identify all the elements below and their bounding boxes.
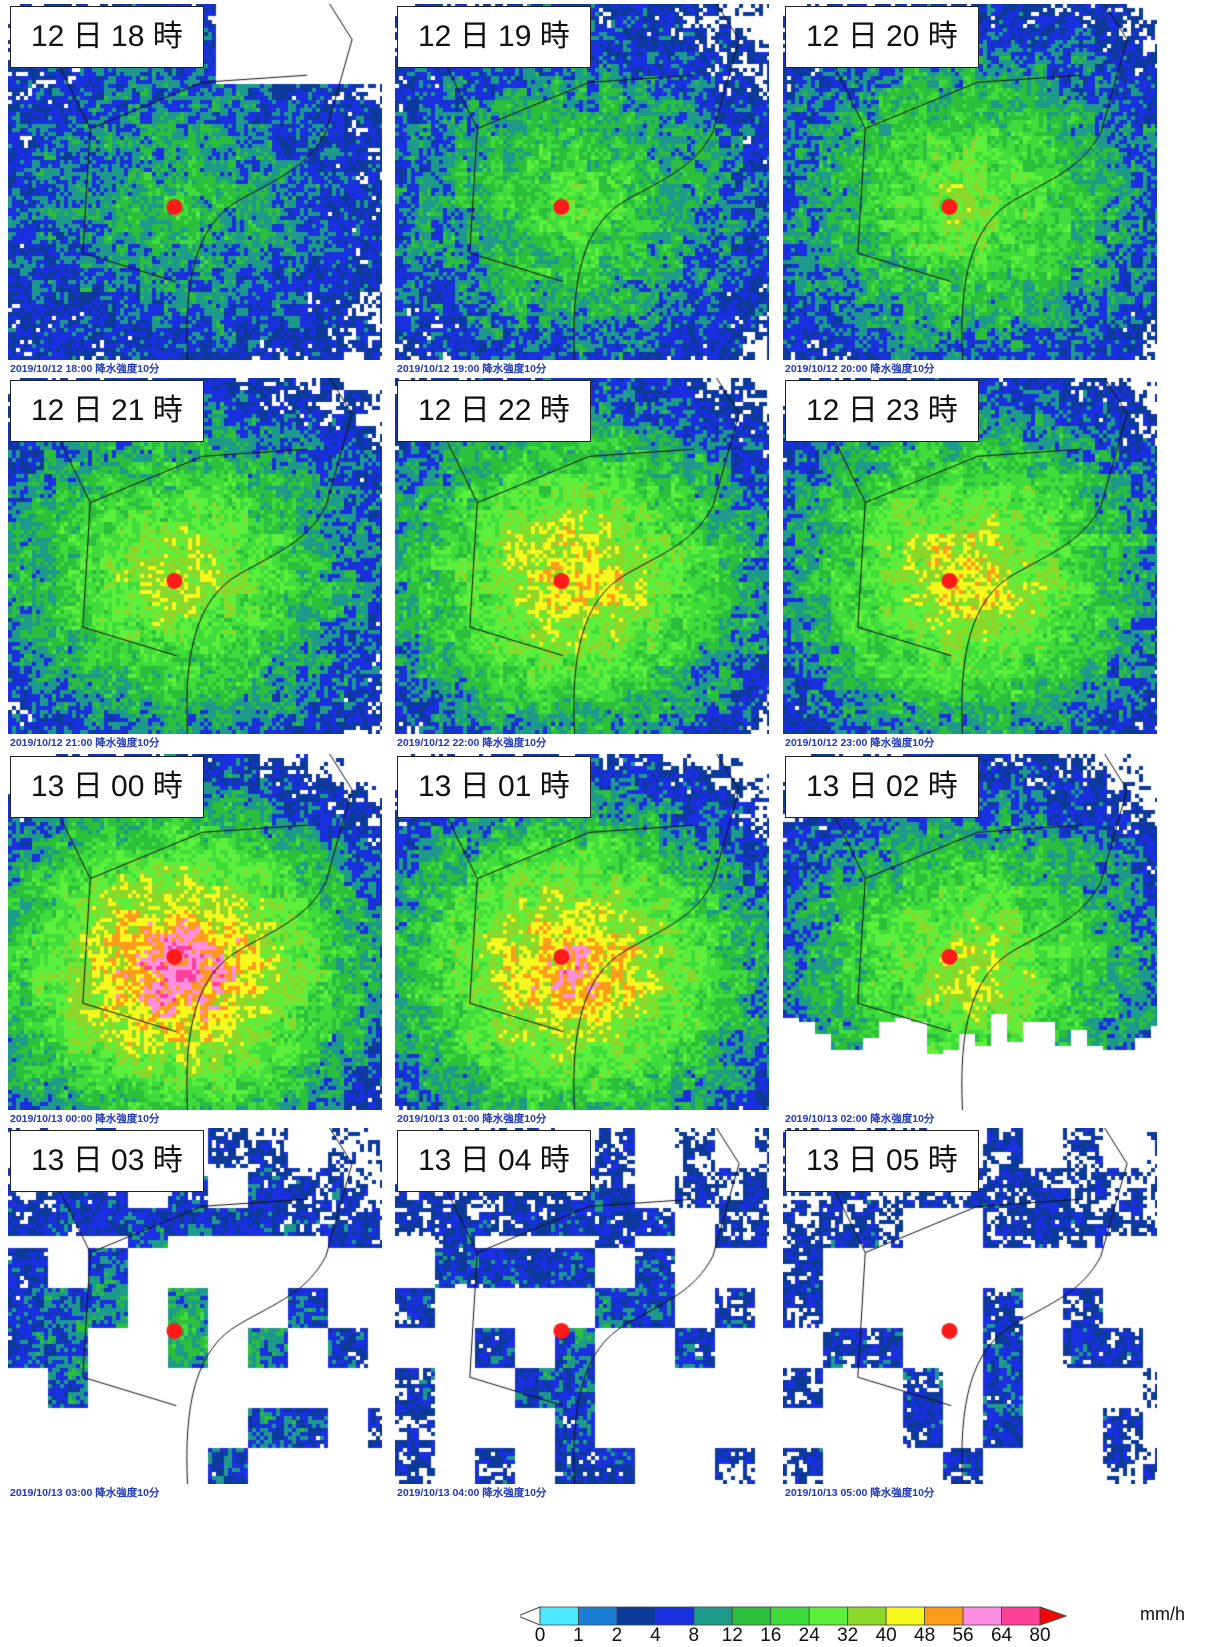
legend-tick-label: 24 [798, 1625, 820, 1646]
panel-caption: 2019/10/13 04:00 降水強度10分 [397, 1487, 547, 1499]
radar-panel: 12 日 20 時 2019/10/12 20:00 降水強度10分 [783, 4, 1157, 377]
legend-tick-label: 64 [990, 1625, 1013, 1646]
panel-caption: 2019/10/12 19:00 降水強度10分 [397, 363, 547, 375]
panel-caption: 2019/10/13 03:00 降水強度10分 [10, 1487, 160, 1499]
panel-time-label: 13 日 04 時 [397, 1130, 591, 1192]
radar-panel: 13 日 03 時 2019/10/13 03:00 降水強度10分 [8, 1128, 382, 1501]
legend-swatch [770, 1606, 810, 1626]
legend-swatch [578, 1606, 618, 1626]
radar-map: 13 日 05 時 [783, 1128, 1157, 1484]
radar-map: 12 日 21 時 [8, 378, 382, 734]
radar-panel: 13 日 01 時 2019/10/13 01:00 降水強度10分 [395, 754, 769, 1127]
radar-panel: 12 日 19 時 2019/10/12 19:00 降水強度10分 [395, 4, 769, 377]
panel-caption: 2019/10/13 00:00 降水強度10分 [10, 1113, 160, 1125]
legend-above-arrow [1039, 1606, 1068, 1626]
radar-panel: 13 日 05 時 2019/10/13 05:00 降水強度10分 [783, 1128, 1157, 1501]
radar-panel: 13 日 00 時 2019/10/13 00:00 降水強度10分 [8, 754, 382, 1127]
panel-time-label: 13 日 05 時 [785, 1130, 979, 1192]
radar-panel: 12 日 23 時 2019/10/12 23:00 降水強度10分 [783, 378, 1157, 751]
radar-map: 13 日 01 時 [395, 754, 769, 1110]
legend-tick-label: 80 [1029, 1625, 1051, 1646]
radar-map: 12 日 18 時 [8, 4, 382, 360]
panel-time-label: 12 日 20 時 [785, 6, 979, 68]
radar-map: 12 日 19 時 [395, 4, 769, 360]
radar-panel: 12 日 22 時 2019/10/12 22:00 降水強度10分 [395, 378, 769, 751]
legend-tick-label: 8 [688, 1625, 700, 1646]
legend-tick-label: 56 [952, 1625, 974, 1646]
legend-swatch [847, 1606, 887, 1626]
radar-map: 12 日 22 時 [395, 378, 769, 734]
panel-time-label: 12 日 19 時 [397, 6, 591, 68]
legend-below-arrow [520, 1606, 541, 1626]
radar-map: 13 日 03 時 [8, 1128, 382, 1484]
panel-time-label: 13 日 01 時 [397, 756, 591, 818]
legend-tick-label: 40 [875, 1625, 897, 1646]
panel-caption: 2019/10/12 23:00 降水強度10分 [785, 737, 935, 749]
legend-tick-label: 0 [534, 1625, 546, 1646]
panel-time-label: 13 日 02 時 [785, 756, 979, 818]
legend-tick-label: 16 [760, 1625, 782, 1646]
legend-swatch [924, 1606, 964, 1626]
panel-time-label: 12 日 18 時 [10, 6, 204, 68]
legend-swatch [693, 1606, 733, 1626]
radar-map: 12 日 20 時 [783, 4, 1157, 360]
panel-caption: 2019/10/13 02:00 降水強度10分 [785, 1113, 935, 1125]
panel-time-label: 12 日 21 時 [10, 380, 204, 442]
radar-map: 13 日 00 時 [8, 754, 382, 1110]
precipitation-color-legend [520, 1606, 1068, 1626]
legend-swatch [539, 1606, 579, 1626]
legend-swatch [1001, 1606, 1041, 1626]
radar-map: 12 日 23 時 [783, 378, 1157, 734]
panel-caption: 2019/10/13 01:00 降水強度10分 [397, 1113, 547, 1125]
legend-tick-label: 4 [650, 1625, 661, 1646]
legend-tick-label: 32 [837, 1625, 859, 1646]
legend-tick-label: 12 [721, 1625, 743, 1646]
legend-tick-label: 1 [573, 1625, 584, 1646]
radar-panel: 12 日 21 時 2019/10/12 21:00 降水強度10分 [8, 378, 382, 751]
radar-map: 13 日 04 時 [395, 1128, 769, 1484]
legend-tick-label: 2 [611, 1625, 623, 1646]
panel-time-label: 12 日 23 時 [785, 380, 979, 442]
panel-time-label: 13 日 00 時 [10, 756, 204, 818]
legend-tick-label: 48 [914, 1625, 936, 1646]
legend-swatch [808, 1606, 849, 1626]
panel-caption: 2019/10/13 05:00 降水強度10分 [785, 1487, 935, 1499]
legend-swatch [654, 1606, 695, 1626]
radar-map: 13 日 02 時 [783, 754, 1157, 1110]
legend-swatch [616, 1606, 656, 1626]
panel-caption: 2019/10/12 22:00 降水強度10分 [397, 737, 547, 749]
legend-swatch [962, 1606, 1002, 1626]
legend-unit: mm/h [1140, 1604, 1185, 1624]
radar-panel: 12 日 18 時 2019/10/12 18:00 降水強度10分 [8, 4, 382, 377]
legend-swatch [731, 1606, 772, 1626]
panel-time-label: 13 日 03 時 [10, 1130, 204, 1192]
panel-caption: 2019/10/12 18:00 降水強度10分 [10, 363, 160, 375]
radar-panel: 13 日 02 時 2019/10/13 02:00 降水強度10分 [783, 754, 1157, 1127]
panel-time-label: 12 日 22 時 [397, 380, 591, 442]
legend-swatch [885, 1606, 926, 1626]
panel-caption: 2019/10/12 21:00 降水強度10分 [10, 737, 160, 749]
panel-caption: 2019/10/12 20:00 降水強度10分 [785, 363, 935, 375]
radar-panel: 13 日 04 時 2019/10/13 04:00 降水強度10分 [395, 1128, 769, 1501]
